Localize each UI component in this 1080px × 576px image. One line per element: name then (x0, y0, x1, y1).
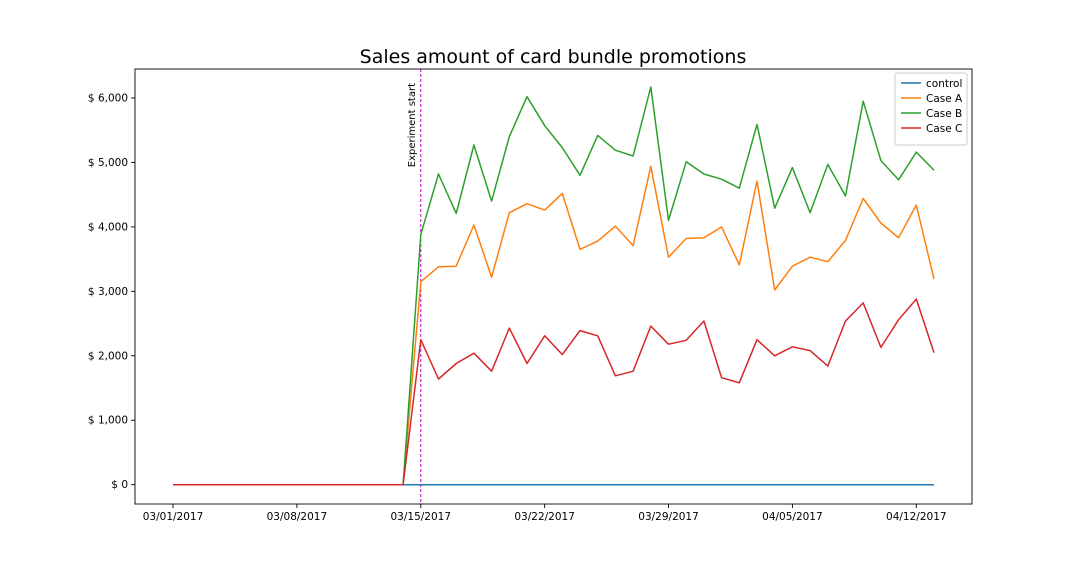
x-tick-label: 03/08/2017 (267, 511, 328, 523)
y-tick-label: $ 4,000 (88, 221, 128, 233)
y-tick-label: $ 6,000 (88, 93, 128, 105)
legend-entry: Case C (926, 123, 962, 135)
y-tick-label: $ 0 (111, 479, 128, 491)
legend-entry: Case B (926, 108, 962, 120)
x-tick-label: 03/15/2017 (391, 511, 452, 523)
y-tick-label: $ 5,000 (88, 157, 128, 169)
legend-box (894, 72, 968, 146)
x-tick-label: 04/12/2017 (886, 511, 947, 523)
x-tick-label: 04/05/2017 (762, 511, 823, 523)
y-tick-label: $ 3,000 (88, 286, 128, 298)
legend-entry: control (926, 78, 962, 90)
x-tick-label: 03/29/2017 (638, 511, 699, 523)
series-line-case-a (173, 165, 935, 486)
legend: control Case A Case B Case C (894, 72, 968, 146)
y-tick-label: $ 1,000 (88, 415, 128, 427)
chart-title: Sales amount of card bundle promotions (360, 46, 747, 68)
plot-area: Experiment start (173, 69, 935, 504)
axes: $ 0 $ 1,000 $ 2,000 $ 3,000 $ 4,000 $ 5,000 $ … (88, 68, 973, 523)
series-line-case-b (173, 86, 935, 486)
experiment-start-label: Experiment start (407, 83, 418, 167)
series-line-case-c (173, 298, 935, 486)
y-tick-label: $ 2,000 (88, 350, 128, 362)
plot-frame (134, 68, 973, 505)
x-tick-label: 03/22/2017 (514, 511, 575, 523)
legend-entry: Case A (926, 93, 963, 105)
x-tick-label: 03/01/2017 (143, 511, 204, 523)
